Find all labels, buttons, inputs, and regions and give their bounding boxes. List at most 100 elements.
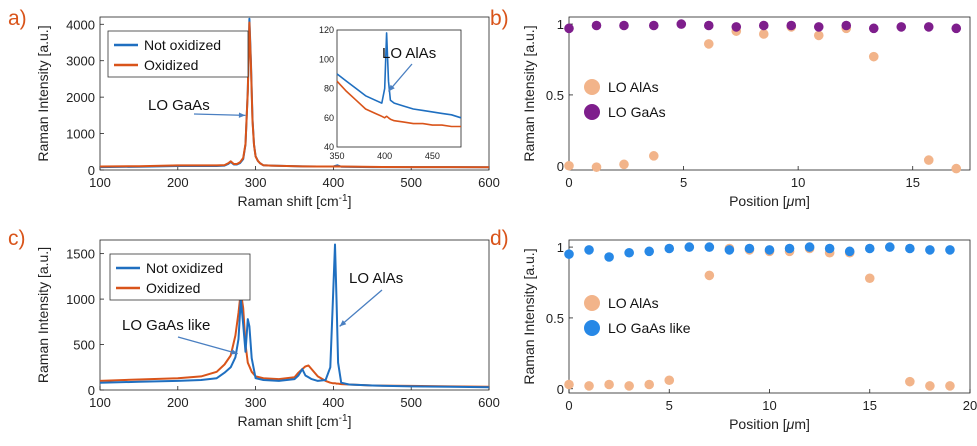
panel-label: d) bbox=[490, 227, 509, 250]
x-tick-label: 400 bbox=[323, 395, 345, 410]
data-point-lo-alas bbox=[703, 39, 714, 49]
x-tick-label: 200 bbox=[167, 175, 189, 190]
data-point-lo-gaas-like bbox=[885, 242, 895, 252]
data-point-lo-gaas bbox=[758, 20, 769, 31]
inset-plot: 350 400 450 40 60 80 100 120 LO AlAs bbox=[319, 25, 462, 161]
annotation-arrowhead bbox=[230, 349, 238, 355]
x-axis-label: Position [μm] bbox=[729, 416, 810, 432]
y-tick-label: 2000 bbox=[66, 90, 95, 105]
data-point-lo-alas bbox=[591, 162, 602, 172]
panel-d: 0 5 10 15 20 0 0.5 1 Position [μm] Raman Intensit… bbox=[490, 227, 977, 432]
data-point-lo-gaas bbox=[951, 23, 962, 34]
legend-label: LO GaAs like bbox=[608, 320, 691, 336]
legend-label: LO AlAs bbox=[608, 295, 659, 311]
y-tick-label: 0 bbox=[557, 159, 564, 174]
inset-annotation-label: LO AlAs bbox=[382, 45, 436, 62]
inset-y-tick-label: 100 bbox=[319, 54, 334, 64]
data-point-lo-alas bbox=[925, 381, 935, 391]
x-tick-label: 5 bbox=[666, 398, 673, 413]
y-tick-label: 1000 bbox=[66, 292, 95, 307]
data-point-lo-gaas-like bbox=[784, 243, 795, 254]
data-point-lo-gaas-like bbox=[724, 245, 735, 255]
inset-y-tick-label: 40 bbox=[324, 142, 334, 152]
annotation-label: LO GaAs like bbox=[122, 317, 210, 334]
panel-a: 100 200 300 400 500 600 0 1000 2000 3000 4000 Raman… bbox=[8, 7, 500, 209]
annotation-label: LO AlAs bbox=[349, 270, 403, 287]
y-tick-label: 0 bbox=[557, 382, 564, 397]
inset-x-tick-label: 450 bbox=[425, 151, 440, 161]
data-point-lo-alas bbox=[945, 381, 955, 391]
data-point-lo-alas bbox=[864, 273, 875, 284]
series-line-not-oxidized bbox=[99, 243, 490, 389]
legend-marker bbox=[584, 295, 600, 311]
data-point-lo-gaas-like bbox=[945, 245, 955, 255]
inset-frame bbox=[336, 29, 462, 148]
x-tick-label: 300 bbox=[245, 395, 267, 410]
data-point-lo-gaas bbox=[731, 22, 742, 32]
plot-frame bbox=[99, 16, 490, 171]
data-point-lo-gaas bbox=[923, 22, 934, 32]
y-tick-label: 0 bbox=[88, 383, 95, 398]
y-tick-label: 1 bbox=[557, 17, 564, 32]
data-point-lo-gaas-like bbox=[624, 247, 634, 258]
data-point-lo-gaas bbox=[676, 19, 687, 29]
annotation-arrowhead bbox=[238, 112, 246, 118]
x-tick-label: 20 bbox=[963, 398, 977, 413]
data-point-lo-gaas bbox=[703, 20, 714, 31]
data-point-lo-gaas-like bbox=[584, 245, 594, 255]
data-point-lo-gaas-like bbox=[564, 249, 574, 259]
data-point-lo-gaas-like bbox=[864, 243, 875, 254]
data-point-lo-alas bbox=[664, 375, 675, 386]
legend-marker bbox=[584, 104, 600, 120]
data-point-lo-alas bbox=[624, 381, 634, 391]
data-point-lo-alas bbox=[648, 151, 659, 161]
data-point-lo-alas bbox=[868, 51, 879, 62]
y-tick-label: 500 bbox=[73, 338, 95, 353]
data-point-lo-gaas-like bbox=[804, 242, 815, 252]
legend-box bbox=[107, 30, 249, 78]
x-tick-label: 400 bbox=[323, 175, 345, 190]
data-point-lo-gaas-like bbox=[684, 242, 695, 252]
y-tick-label: 3000 bbox=[66, 54, 95, 69]
legend-marker bbox=[584, 320, 600, 336]
x-tick-label: 500 bbox=[400, 175, 422, 190]
x-axis-label: Raman shift [cm-1] bbox=[238, 413, 352, 429]
plot-frame bbox=[99, 239, 490, 391]
data-point-lo-alas bbox=[704, 270, 715, 281]
panel-label: a) bbox=[8, 7, 27, 30]
series-line-oxidized bbox=[336, 80, 461, 128]
y-tick-label: 0 bbox=[88, 163, 95, 178]
data-point-lo-gaas-like bbox=[764, 245, 775, 255]
legend-label: LO GaAs bbox=[608, 104, 666, 120]
data-point-lo-gaas-like bbox=[824, 243, 835, 254]
x-tick-label: 100 bbox=[89, 175, 111, 190]
data-point-lo-gaas bbox=[786, 20, 797, 31]
data-point-lo-alas bbox=[564, 379, 574, 390]
inset-y-tick-label: 60 bbox=[324, 113, 334, 123]
legend-label: Not oxidized bbox=[144, 37, 221, 53]
x-tick-label: 10 bbox=[762, 398, 776, 413]
series-line-oxidized bbox=[99, 21, 490, 169]
data-point-lo-alas bbox=[619, 159, 629, 170]
legend-marker bbox=[584, 79, 600, 95]
x-tick-label: 500 bbox=[400, 395, 422, 410]
inset-y-tick-label: 80 bbox=[324, 84, 334, 94]
x-tick-label: 0 bbox=[565, 398, 572, 413]
annotation-arrowhead bbox=[339, 320, 347, 327]
y-tick-label: 0.5 bbox=[546, 311, 564, 326]
data-point-lo-alas bbox=[644, 379, 654, 390]
inset-x-tick-label: 400 bbox=[377, 151, 392, 161]
panel-c: 100 200 300 400 500 600 0 500 1000 1500 Raman shif… bbox=[8, 227, 500, 429]
x-tick-label: 0 bbox=[565, 175, 572, 190]
y-axis-label: Raman Intensity [a.u.] bbox=[35, 25, 51, 161]
series-line-oxidized bbox=[99, 290, 490, 388]
data-point-lo-gaas-like bbox=[905, 243, 915, 254]
data-point-lo-alas bbox=[758, 29, 769, 39]
inset-x-tick-label: 350 bbox=[329, 151, 344, 161]
annotation-arrowhead bbox=[388, 84, 395, 92]
data-point-lo-gaas bbox=[591, 20, 602, 31]
y-tick-label: 1 bbox=[557, 240, 564, 255]
x-tick-label: 10 bbox=[791, 175, 805, 190]
x-tick-label: 5 bbox=[680, 175, 687, 190]
x-axis-label: Position [μm] bbox=[729, 193, 810, 209]
